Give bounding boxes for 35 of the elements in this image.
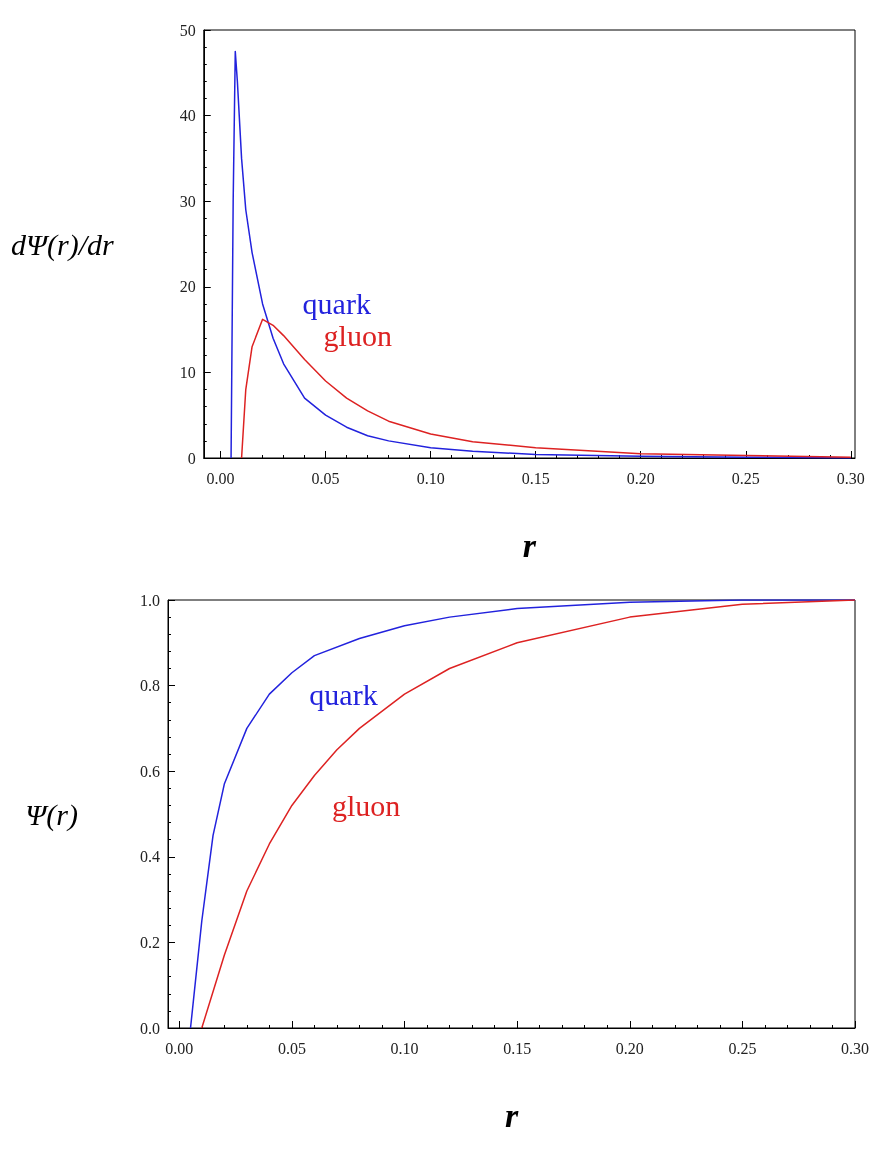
y-tick-label: 40 <box>179 107 196 125</box>
x-tick-label: 0.20 <box>615 1039 644 1057</box>
x-tick-label: 0.25 <box>728 1039 757 1057</box>
y-tick-label: 10 <box>179 363 196 381</box>
x-tick-label: 0.10 <box>390 1039 419 1057</box>
y-tick-label: 0.8 <box>140 677 160 695</box>
y-tick-label: 0.4 <box>140 848 160 866</box>
x-tick-label: 0.20 <box>626 469 655 487</box>
y-tick-label: 20 <box>179 278 196 296</box>
y-tick-label: 0.0 <box>140 1019 160 1037</box>
series-label: gluon <box>323 319 392 353</box>
x-tick-label: 0.10 <box>416 469 445 487</box>
x-tick-label: 0.00 <box>165 1039 194 1057</box>
y-tick-label: 30 <box>179 192 196 210</box>
y-tick-label: 1.0 <box>140 591 160 609</box>
x-tick-label: 0.30 <box>841 1039 869 1057</box>
x-tick-label: 0.15 <box>503 1039 532 1057</box>
y-axis-title: dΨ(r)/dr <box>10 227 115 262</box>
series-label: quark <box>302 287 371 321</box>
y-tick-label: 0.2 <box>140 933 160 951</box>
series-label: quark <box>309 677 378 711</box>
x-axis-title: r <box>504 1096 519 1134</box>
line-series <box>240 318 852 459</box>
series-label: gluon <box>331 788 401 822</box>
x-tick-label: 0.30 <box>836 469 865 487</box>
x-tick-label: 0.05 <box>277 1039 306 1057</box>
x-tick-label: 0.00 <box>206 469 235 487</box>
y-axis-title: Ψ(r) <box>25 797 79 832</box>
x-tick-label: 0.05 <box>311 469 340 487</box>
x-axis-title: r <box>522 526 537 564</box>
y-tick-label: 0.6 <box>140 762 160 780</box>
x-tick-label: 0.25 <box>731 469 760 487</box>
x-tick-label: 0.15 <box>521 469 550 487</box>
y-tick-label: 50 <box>179 21 196 39</box>
y-tick-label: 0 <box>187 449 196 467</box>
